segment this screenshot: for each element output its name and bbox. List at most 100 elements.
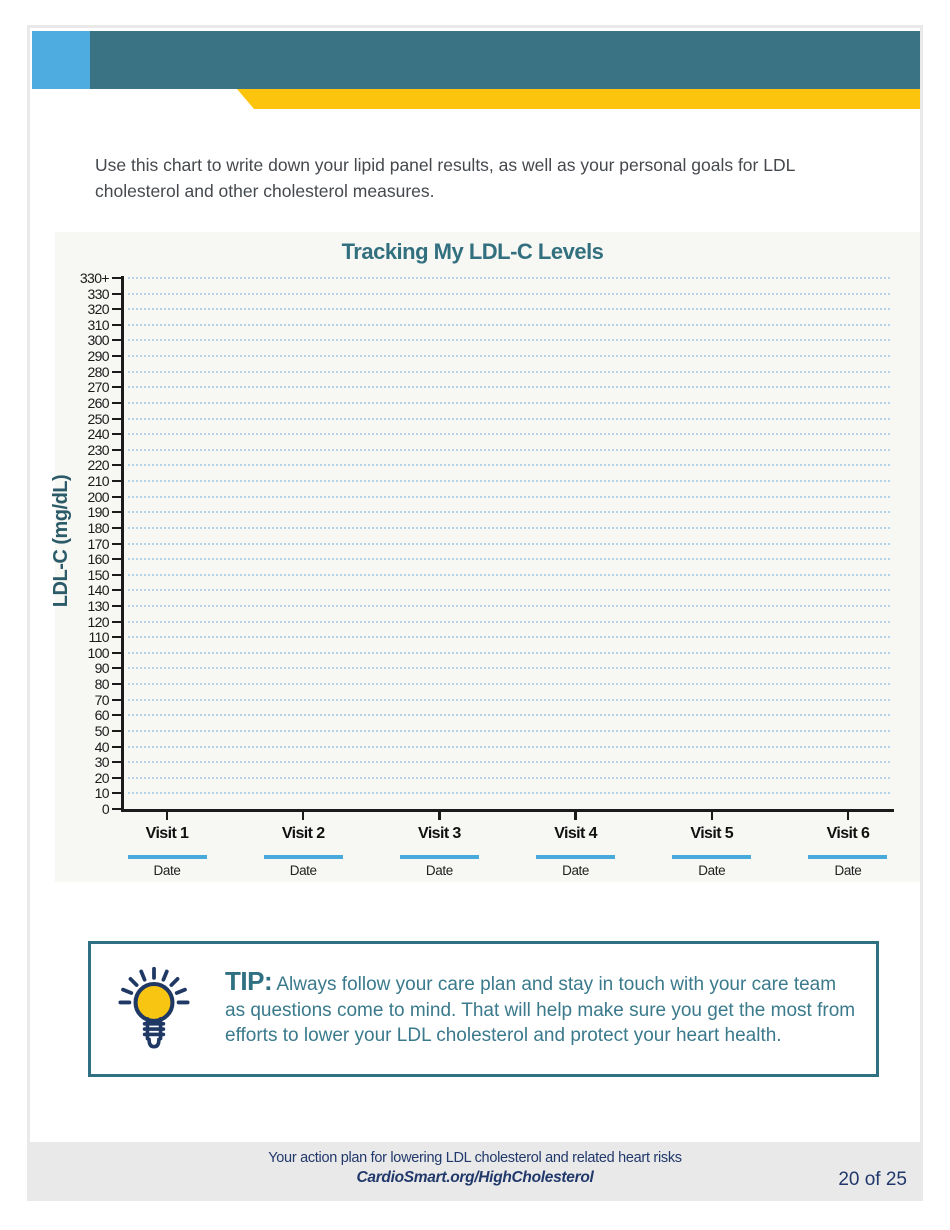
- y-tick-label: 280: [87, 363, 109, 380]
- page-number: 20 of 25: [838, 1169, 907, 1190]
- gridline: [128, 729, 890, 732]
- gridline: [128, 370, 890, 373]
- date-label: Date: [834, 862, 862, 878]
- gridline: [128, 558, 890, 561]
- gridline: [128, 355, 890, 358]
- y-tick-mark: [112, 386, 122, 389]
- y-tick-label: 260: [87, 394, 109, 411]
- y-tick-mark: [112, 480, 122, 483]
- x-tick-mark: [301, 812, 305, 820]
- y-tick-mark: [112, 417, 122, 420]
- visit-label: Visit 3: [418, 825, 461, 842]
- y-tick-label: 240: [87, 426, 109, 443]
- visit-label: Visit 1: [145, 825, 189, 842]
- y-tick-mark: [112, 808, 122, 810]
- y-tick-label: 170: [87, 535, 109, 552]
- y-tick-label: 310: [87, 316, 109, 333]
- y-tick-label: 120: [87, 613, 109, 630]
- y-tick-mark: [112, 745, 122, 748]
- gridline: [128, 792, 890, 795]
- gridline: [128, 620, 890, 623]
- date-label: Date: [698, 862, 726, 878]
- y-tick-mark: [112, 339, 122, 342]
- y-tick-label: 90: [94, 660, 110, 677]
- visit-column: Visit 6 Date: [802, 812, 894, 878]
- gridline: [128, 433, 890, 436]
- y-tick-label: 230: [87, 441, 109, 458]
- gridline: [128, 714, 890, 717]
- y-tick-mark: [112, 495, 122, 498]
- y-tick-label: 300: [87, 332, 109, 349]
- visit-column: Visit 5 Date: [666, 812, 758, 878]
- y-tick-mark: [112, 401, 122, 404]
- x-axis-visits: Visit 1 Date Visit 2 Date Visit 3 Date Visit 4…: [121, 812, 894, 878]
- y-tick-label: 10: [94, 785, 110, 802]
- date-fill-in-line: [263, 855, 343, 859]
- gridline: [128, 589, 890, 592]
- y-tick-label: 70: [94, 691, 110, 708]
- gridline: [128, 339, 890, 342]
- lightbulb-icon: [118, 966, 190, 1049]
- y-tick-mark: [112, 464, 122, 467]
- y-axis-line: [121, 276, 124, 812]
- header-teal-band: [90, 31, 920, 89]
- visit-label: Visit 4: [554, 825, 597, 842]
- tip-box: TIP: Always follow your care plan and st…: [88, 941, 879, 1077]
- tip-text: TIP: Always follow your care plan and st…: [225, 968, 856, 1049]
- y-tick-mark: [112, 667, 122, 670]
- gridline: [128, 401, 890, 404]
- gridline: [128, 386, 890, 389]
- y-tick-label: 210: [87, 473, 109, 490]
- y-tick-label: 290: [87, 348, 109, 365]
- y-tick-mark: [112, 433, 122, 436]
- x-tick-mark: [710, 812, 713, 820]
- date-label: Date: [289, 862, 317, 878]
- y-tick-label: 180: [87, 519, 109, 536]
- gridline: [128, 745, 890, 748]
- header-blue-square: [32, 31, 90, 89]
- footer-line1: Your action plan for lowering LDL choles…: [268, 1150, 682, 1166]
- plot-area: 330+ 330 320 310 300 290 280 270 260 250 240 230 220…: [55, 232, 920, 882]
- date-fill-in-line: [127, 855, 207, 859]
- y-tick-label: 50: [94, 722, 110, 739]
- visit-label: Visit 2: [281, 825, 325, 842]
- y-tick-mark: [112, 651, 122, 654]
- y-tick-mark: [112, 729, 122, 732]
- date-label: Date: [153, 862, 181, 878]
- y-tick-label: 100: [87, 644, 109, 661]
- date-fill-in-line: [808, 855, 888, 859]
- gridline: [128, 776, 890, 779]
- y-tick-mark: [112, 714, 122, 717]
- y-tick-label: 0: [101, 801, 110, 817]
- y-tick-mark: [112, 308, 122, 311]
- visit-column: Visit 3 Date: [393, 812, 485, 878]
- tip-body: Always follow your care plan and stay in…: [225, 974, 856, 1047]
- y-tick-label: 160: [87, 551, 109, 568]
- y-tick-label: 20: [94, 769, 110, 786]
- page: Use this chart to write down your lipid …: [27, 25, 923, 1201]
- y-tick-mark: [112, 558, 122, 561]
- y-tick-label: 190: [87, 504, 109, 521]
- gridline: [128, 542, 890, 545]
- gridline: [128, 511, 890, 514]
- gridline: [128, 636, 890, 639]
- y-tick-label: 330: [87, 285, 109, 302]
- date-fill-in-line: [672, 855, 752, 859]
- gridline: [128, 495, 890, 498]
- chart-panel: Tracking My LDL-C Levels LDL-C (mg/dL) 3…: [50, 232, 920, 882]
- y-tick-label: 320: [87, 301, 109, 318]
- intro-text: Use this chart to write down your lipid …: [95, 155, 795, 201]
- x-tick-mark: [574, 812, 577, 820]
- y-tick-mark: [112, 776, 122, 779]
- y-tick-mark: [112, 683, 122, 686]
- y-tick-label: 40: [94, 738, 110, 755]
- y-tick-label: 330+: [79, 270, 110, 286]
- gridline: [128, 448, 890, 451]
- y-tick-label: 140: [87, 582, 109, 599]
- y-tick-mark: [112, 542, 122, 545]
- y-tick-mark: [112, 448, 122, 451]
- gridline: [128, 526, 890, 529]
- page-footer: Your action plan for lowering LDL choles…: [30, 1142, 920, 1198]
- gridline: [128, 761, 890, 764]
- gridline: [128, 667, 890, 670]
